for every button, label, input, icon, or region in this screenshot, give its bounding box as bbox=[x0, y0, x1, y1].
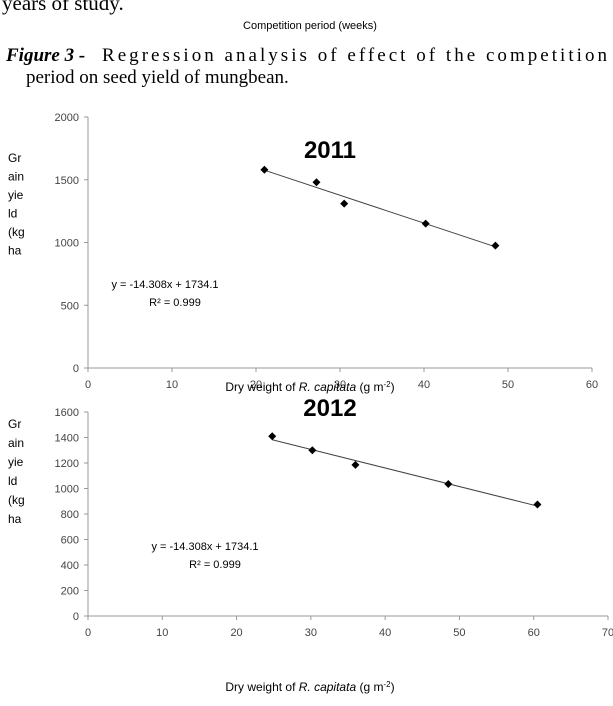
x-tick-label: 70 bbox=[602, 627, 613, 639]
point bbox=[491, 241, 500, 250]
y-tick-label: 1000 bbox=[55, 238, 79, 250]
x-tick-label: 30 bbox=[305, 627, 317, 639]
y-tick-label: 1500 bbox=[55, 175, 79, 187]
annotation: R² = 0.999 bbox=[149, 297, 201, 309]
y-axis-label: ld bbox=[8, 207, 17, 221]
x-tick-label: 60 bbox=[586, 379, 598, 391]
x-axis-label-part: ) bbox=[391, 680, 395, 694]
point bbox=[444, 480, 453, 489]
point bbox=[533, 500, 542, 509]
y-axis-label: ha bbox=[8, 244, 22, 258]
y-tick-label: 500 bbox=[61, 300, 79, 312]
caption-text: Regression analysis of effect of the com… bbox=[102, 45, 608, 66]
point bbox=[268, 432, 277, 441]
trendline bbox=[272, 439, 538, 507]
point bbox=[260, 165, 269, 174]
y-tick-label: 600 bbox=[61, 535, 79, 547]
x-axis-label-part: (g m bbox=[356, 680, 383, 694]
axis-label: Competition period (weeks) bbox=[243, 20, 377, 32]
y-axis-label: ain bbox=[8, 436, 24, 450]
point bbox=[340, 199, 349, 208]
x-axis-label: Dry weight of R. capitata (g m-2) bbox=[225, 680, 394, 694]
x-axis-label-part: R. capitata bbox=[299, 380, 357, 394]
y-tick-label: 0 bbox=[73, 611, 79, 623]
x-tick-label: 0 bbox=[85, 627, 91, 639]
x-axis-label-part: (g m bbox=[356, 380, 383, 394]
y-tick-label: 1000 bbox=[55, 484, 79, 496]
y-tick-label: 2000 bbox=[55, 112, 79, 124]
x-axis-label-part: -2 bbox=[383, 680, 391, 689]
y-tick-label: 1200 bbox=[55, 458, 79, 470]
annotation: R² = 0.999 bbox=[189, 559, 241, 571]
y-axis-label: ld bbox=[8, 474, 17, 488]
y-tick-label: 400 bbox=[61, 560, 79, 572]
y-tick-label: 800 bbox=[61, 509, 79, 521]
y-tick-label: 1400 bbox=[55, 433, 79, 445]
y-axis-label: yie bbox=[8, 188, 24, 202]
x-tick-label: 20 bbox=[230, 627, 242, 639]
point bbox=[308, 446, 317, 455]
x-tick-label: 10 bbox=[156, 627, 168, 639]
x-axis-label-part: Dry weight of bbox=[225, 680, 298, 694]
x-tick-label: 40 bbox=[418, 379, 430, 391]
x-tick-label: 20 bbox=[250, 379, 262, 391]
x-axis-label-part: -2 bbox=[383, 380, 391, 389]
chart-title: 2012 bbox=[303, 395, 356, 422]
y-tick-label: 1600 bbox=[55, 407, 79, 419]
y-axis-label: ha bbox=[8, 512, 22, 526]
y-axis-label: (kg bbox=[8, 225, 25, 239]
chart-title: 2011 bbox=[304, 137, 356, 164]
y-axis-label: yie bbox=[8, 455, 24, 469]
y-axis-label: Gr bbox=[8, 151, 21, 165]
y-axis-label: Gr bbox=[8, 417, 21, 431]
x-tick-label: 0 bbox=[85, 379, 91, 391]
y-axis-label: ain bbox=[8, 170, 24, 184]
x-tick-label: 30 bbox=[334, 379, 346, 391]
point bbox=[312, 178, 321, 187]
y-tick-label: 200 bbox=[61, 586, 79, 598]
y-tick-label: 0 bbox=[73, 363, 79, 375]
x-tick-label: 50 bbox=[453, 627, 465, 639]
annotation: y = -14.308x + 1734.1 bbox=[151, 541, 258, 553]
caption-text: period on seed yield of mungbean. bbox=[26, 67, 289, 88]
trendline bbox=[264, 169, 496, 248]
y-axis-label: (kg bbox=[8, 493, 25, 507]
annotation: y = -14.308x + 1734.1 bbox=[111, 279, 218, 291]
point bbox=[351, 460, 360, 469]
x-tick-label: 10 bbox=[166, 379, 178, 391]
x-tick-label: 60 bbox=[528, 627, 540, 639]
x-axis-label-part: ) bbox=[391, 380, 395, 394]
body-text: years of study. bbox=[2, 0, 124, 15]
caption-label: Figure 3 - bbox=[5, 45, 85, 66]
x-axis-label: Dry weight of R. capitata (g m-2) bbox=[225, 380, 394, 394]
x-tick-label: 50 bbox=[502, 379, 514, 391]
point bbox=[421, 219, 430, 228]
x-axis-label-part: Dry weight of bbox=[225, 380, 298, 394]
x-axis-label-part: R. capitata bbox=[299, 680, 357, 694]
x-tick-label: 40 bbox=[379, 627, 391, 639]
